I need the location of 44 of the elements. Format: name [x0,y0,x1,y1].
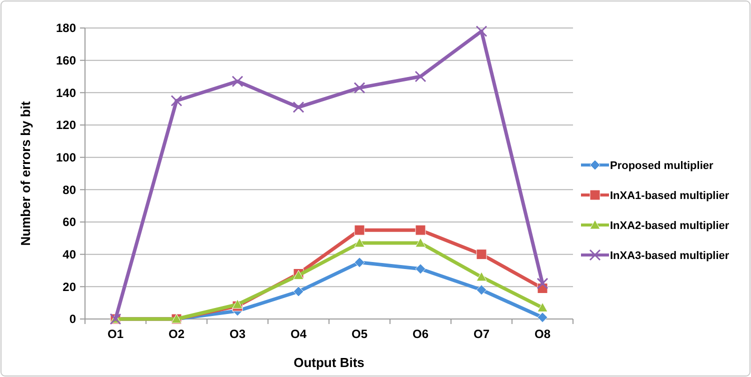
legend-label: InXA2-based multiplier [610,220,730,232]
y-tick-label: 160 [56,54,76,68]
y-tick-label: 180 [56,21,76,36]
y-tick-label: 120 [56,118,76,132]
point [354,82,366,94]
point [354,238,365,248]
point [537,302,548,312]
point [537,312,548,323]
y-axis-title: Number of errors by bit [18,100,33,246]
point [536,278,548,290]
point [232,299,243,309]
x-axis-title: Output Bits [294,355,364,370]
point [476,284,487,296]
point [476,272,487,282]
y-tick-label: 80 [62,182,76,197]
point [476,249,487,260]
point [354,224,365,236]
legend-label: InXA3-based multiplier [610,250,730,262]
legend-label: Proposed multiplier [610,160,714,172]
x-tick-label: O1 [107,327,124,341]
x-tick-label: O4 [290,327,307,341]
point [354,257,365,268]
point [293,286,304,297]
y-tick-label: 100 [56,150,76,165]
x-tick-label: O6 [412,327,429,341]
point [476,25,488,37]
y-tick-label: 140 [56,86,76,100]
y-tick-label: 40 [62,248,76,262]
point [415,264,426,274]
x-tick-label: O5 [351,327,368,341]
point [415,224,426,236]
legend-label: InXA1-based multiplier [610,190,730,202]
x-tick-label: O8 [534,327,551,341]
x-tick-label: O7 [473,327,490,341]
y-tick-label: 60 [62,215,76,230]
point [170,95,182,106]
point [232,76,244,88]
y-tick-label: 20 [62,280,76,294]
point [414,70,426,82]
x-tick-label: O2 [168,327,185,341]
y-tick-label: 0 [69,312,76,326]
point [415,238,426,248]
x-tick-label: O3 [229,327,246,341]
point [292,101,304,113]
